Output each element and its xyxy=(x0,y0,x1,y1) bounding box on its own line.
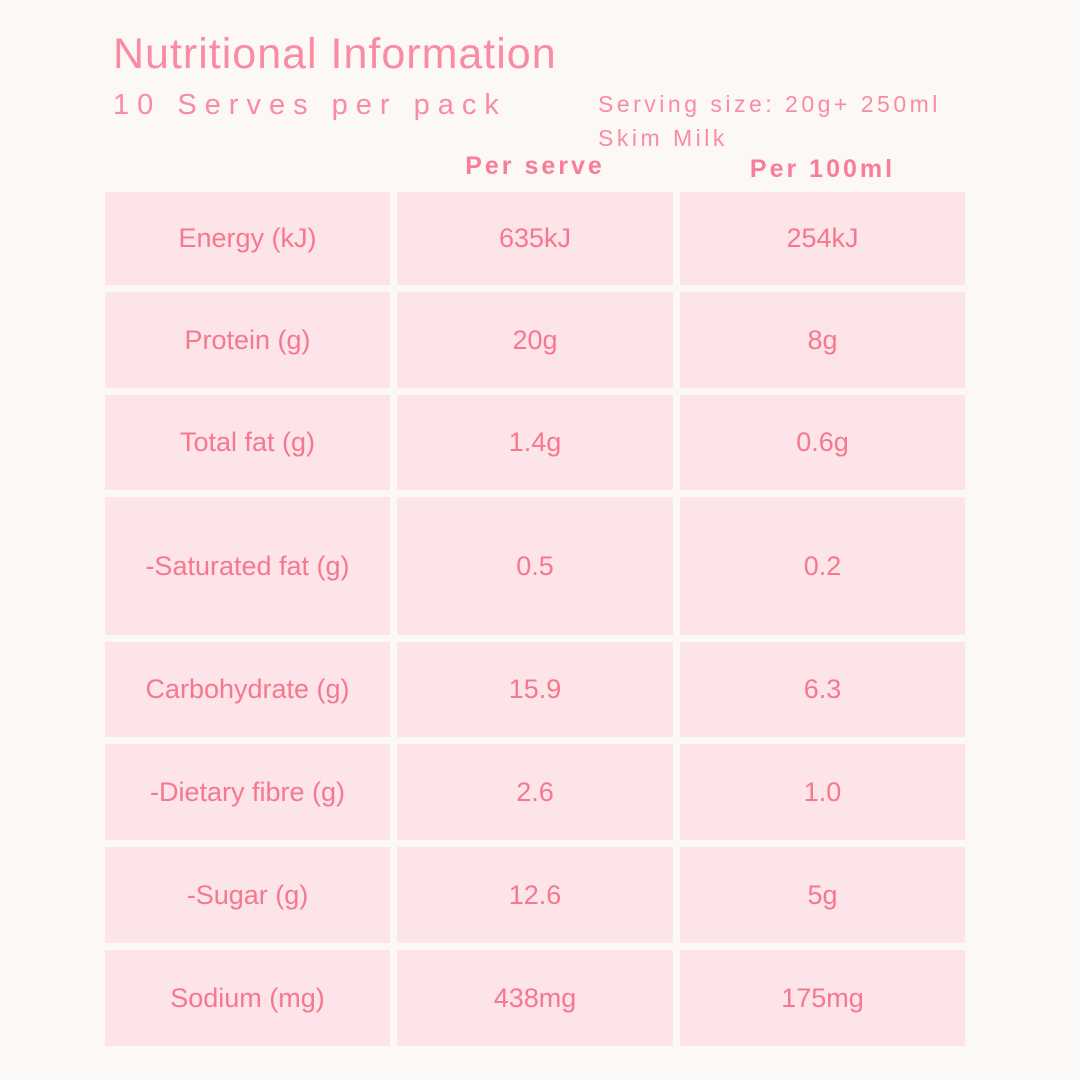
saturated-fat-per-serve: 0.5 xyxy=(397,497,673,635)
total-fat-per-serve: 1.4g xyxy=(397,395,673,490)
page-title: Nutritional Information xyxy=(113,30,557,78)
row-label-dietary-fibre: -Dietary fibre (g) xyxy=(105,744,390,840)
serving-size-line2: Skim Milk xyxy=(598,125,728,151)
dietary-fibre-per-100ml: 1.0 xyxy=(680,744,965,840)
row-label-protein: Protein (g) xyxy=(105,292,390,388)
carbohydrate-per-100ml: 6.3 xyxy=(680,642,965,737)
row-label-energy: Energy (kJ) xyxy=(105,192,390,285)
serving-size-line1: Serving size: 20g+ 250ml xyxy=(598,91,941,117)
total-fat-per-100ml: 0.6g xyxy=(680,395,965,490)
row-label-carbohydrate: Carbohydrate (g) xyxy=(105,642,390,737)
column-header-per-serve: Per serve xyxy=(465,152,605,180)
row-label-saturated-fat: -Saturated fat (g) xyxy=(105,497,390,635)
sugar-per-100ml: 5g xyxy=(680,847,965,943)
energy-per-100ml: 254kJ xyxy=(680,192,965,285)
sodium-per-100ml: 175mg xyxy=(680,950,965,1046)
table-column-headers: Per serve Per 100ml xyxy=(105,152,965,183)
row-label-total-fat: Total fat (g) xyxy=(105,395,390,490)
saturated-fat-per-100ml: 0.2 xyxy=(680,497,965,635)
row-label-sugar: -Sugar (g) xyxy=(105,847,390,943)
sugar-per-serve: 12.6 xyxy=(397,847,673,943)
energy-per-serve: 635kJ xyxy=(397,192,673,285)
column-header-spacer xyxy=(105,152,390,181)
serves-per-pack-subtitle: 10 Serves per pack xyxy=(113,89,507,121)
protein-per-serve: 20g xyxy=(397,292,673,388)
serving-size-note: Serving size: 20g+ 250ml Skim Milk xyxy=(598,87,1028,155)
column-header-per-100ml: Per 100ml xyxy=(749,155,896,183)
row-label-sodium: Sodium (mg) xyxy=(105,950,390,1046)
dietary-fibre-per-serve: 2.6 xyxy=(397,744,673,840)
protein-per-100ml: 8g xyxy=(680,292,965,388)
carbohydrate-per-serve: 15.9 xyxy=(397,642,673,737)
nutrition-table: Energy (kJ) 635kJ 254kJ Protein (g) 20g … xyxy=(105,192,965,1046)
sodium-per-serve: 438mg xyxy=(397,950,673,1046)
